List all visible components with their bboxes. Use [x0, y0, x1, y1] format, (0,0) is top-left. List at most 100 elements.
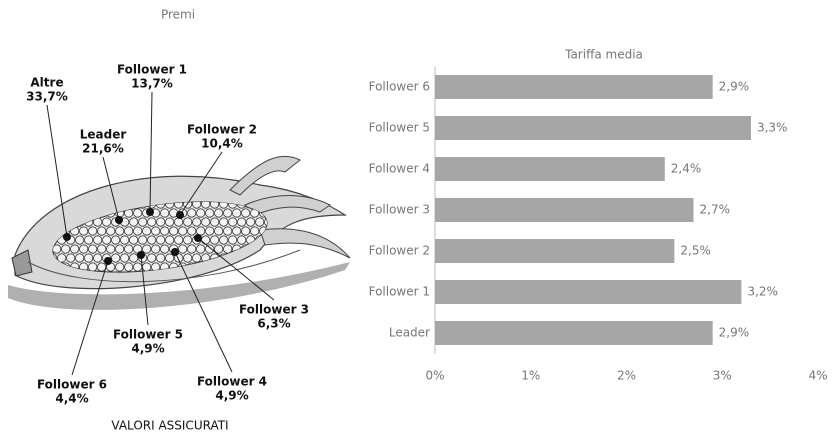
value-label: 2,9% — [719, 326, 750, 340]
y-tick-label: Leader — [389, 326, 430, 340]
kernel — [228, 235, 238, 245]
kernel — [115, 262, 125, 272]
kernel — [183, 217, 193, 227]
kernel — [160, 226, 170, 236]
kernel — [237, 217, 247, 227]
value-label: 3,2% — [747, 285, 778, 299]
leader-line — [71, 260, 109, 376]
kernel — [160, 244, 170, 254]
kernel — [201, 235, 211, 245]
value-label: 2,4% — [671, 162, 702, 176]
bar — [435, 116, 751, 140]
kernel — [268, 262, 272, 272]
label-dot — [104, 257, 112, 265]
y-tick-label: Follower 3 — [369, 203, 430, 217]
value-label: 2,5% — [680, 244, 711, 258]
kernel — [255, 253, 265, 263]
kernel — [237, 235, 247, 245]
kernel — [187, 208, 197, 218]
y-tick-label: Follower 5 — [369, 121, 430, 135]
kernel — [210, 217, 220, 227]
chart-title: Tariffa media — [564, 48, 643, 62]
kernel — [178, 226, 188, 236]
kernel — [192, 253, 202, 263]
kernel — [133, 226, 143, 236]
kernel — [70, 244, 80, 254]
label-dot — [171, 248, 179, 256]
kernel — [223, 226, 233, 236]
kernel — [88, 244, 98, 254]
kernel — [120, 253, 130, 263]
kernel — [115, 226, 125, 236]
kernel — [111, 253, 121, 263]
value-label: 21,6% — [82, 142, 124, 156]
kernel — [174, 217, 184, 227]
kernel — [102, 217, 112, 227]
x-tick-label: 2% — [617, 369, 636, 383]
leader-line — [140, 254, 149, 326]
leader-line — [46, 104, 68, 238]
kernel — [205, 244, 215, 254]
kernel — [246, 217, 256, 227]
kernel — [84, 235, 94, 245]
kernel — [214, 244, 224, 254]
kernel — [232, 226, 242, 236]
value-label: 33,7% — [26, 90, 68, 104]
kernel — [151, 226, 161, 236]
kernel — [115, 244, 125, 254]
y-tick-label: Follower 4 — [369, 162, 430, 176]
bar — [435, 280, 742, 304]
chart-title: Premi — [161, 8, 195, 22]
category-label: Follower 3 — [239, 303, 309, 317]
kernel — [192, 217, 202, 227]
kernel — [268, 244, 272, 254]
value-label: 3,3% — [757, 121, 788, 135]
kernel — [165, 253, 175, 263]
kernel — [138, 217, 148, 227]
kernel — [187, 226, 197, 236]
kernel — [129, 235, 139, 245]
y-tick-label: Follower 1 — [369, 285, 430, 299]
kernel — [142, 226, 152, 236]
leader-line — [179, 151, 223, 216]
kernel — [133, 262, 143, 272]
kernel — [120, 235, 130, 245]
category-label: Follower 4 — [197, 375, 267, 389]
kernel — [156, 253, 166, 263]
value-label: 4,4% — [55, 392, 88, 406]
kernel — [75, 253, 85, 263]
chart-caption: VALORI ASSICURATI — [111, 419, 228, 433]
kernel — [169, 226, 179, 236]
kernel — [151, 244, 161, 254]
label-dot — [176, 211, 184, 219]
category-label: Follower 1 — [117, 63, 187, 77]
kernel — [223, 244, 233, 254]
kernel — [196, 226, 206, 236]
kernel — [183, 253, 193, 263]
kernel — [124, 226, 134, 236]
x-tick-label: 0% — [425, 369, 444, 383]
kernel — [196, 208, 206, 218]
y-tick-label: Follower 2 — [369, 244, 430, 258]
kernel — [165, 217, 175, 227]
kernel — [214, 208, 224, 218]
value-label: 10,4% — [201, 137, 243, 151]
kernel — [106, 244, 116, 254]
kernel — [88, 226, 98, 236]
bar — [435, 75, 713, 99]
kernel — [147, 253, 157, 263]
label-dot — [146, 208, 154, 216]
kernel — [174, 235, 184, 245]
kernel — [187, 244, 197, 254]
kernel — [255, 217, 265, 227]
value-label: 13,7% — [131, 77, 173, 91]
kernel — [84, 253, 94, 263]
x-tick-label: 4% — [808, 369, 827, 383]
x-tick-label: 3% — [713, 369, 732, 383]
kernel — [147, 235, 157, 245]
kernel — [97, 226, 107, 236]
kernel — [160, 208, 170, 218]
kernel — [88, 262, 98, 272]
kernel — [57, 253, 67, 263]
